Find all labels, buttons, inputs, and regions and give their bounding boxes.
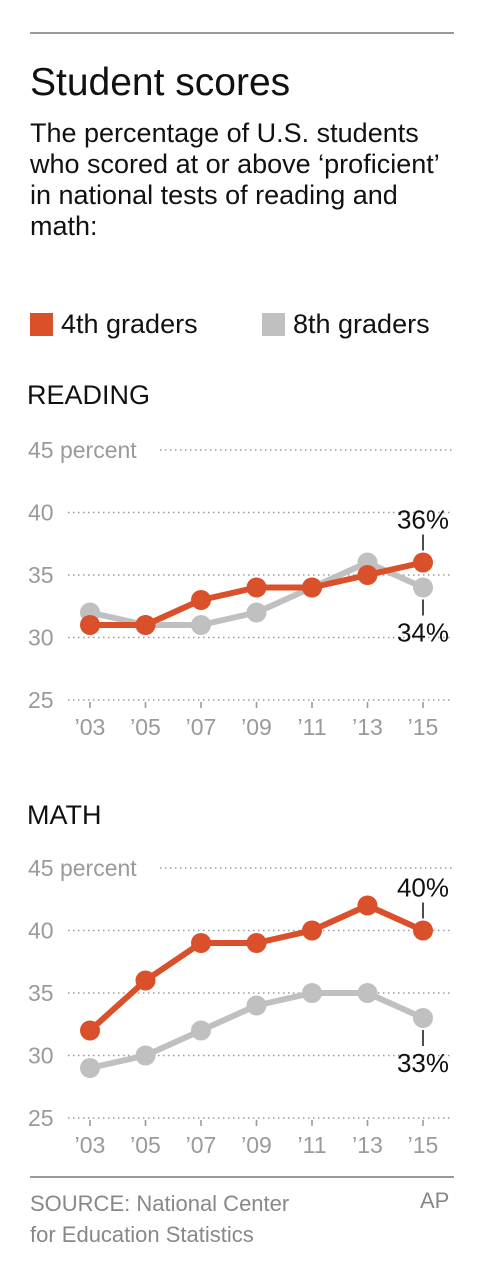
math-point-4th-graders <box>246 933 267 953</box>
math-point-4th-graders <box>302 920 322 941</box>
math-y-tick-label: 35 <box>28 980 54 1006</box>
math-point-8th-graders <box>246 995 267 1016</box>
reading-point-4th-graders <box>80 615 100 635</box>
math-point-8th-graders <box>135 1045 156 1066</box>
page-subtitle: The percentage of U.S. students who scor… <box>30 118 439 241</box>
reading-x-tick-label: ’03 <box>75 714 106 740</box>
reading-point-4th-graders <box>413 552 433 573</box>
math-point-8th-graders <box>191 1020 211 1041</box>
reading-annotation-bottom: 34% <box>397 618 449 648</box>
reading-point-4th-graders <box>246 577 267 598</box>
math-point-8th-graders <box>413 1008 433 1028</box>
reading-x-tick-label: ’09 <box>241 714 272 740</box>
math-point-8th-graders <box>80 1058 100 1078</box>
math-y-tick-label: 45 percent <box>28 855 137 881</box>
math-x-tick-label: ’09 <box>241 1132 272 1158</box>
legend-4th-graders: 4th graders <box>30 308 198 340</box>
reading-point-8th-graders <box>191 615 211 635</box>
math-x-tick-label: ’05 <box>130 1132 161 1158</box>
source-line-1: SOURCE: National Center <box>30 1191 290 1216</box>
math-y-tick-label: 30 <box>28 1043 54 1069</box>
math-x-tick-label: ’07 <box>186 1132 217 1158</box>
reading-x-tick-label: ’15 <box>408 714 439 740</box>
reading-point-4th-graders <box>191 590 211 610</box>
reading-x-tick-label: ’05 <box>130 714 161 740</box>
reading-x-tick-label: ’11 <box>298 714 327 740</box>
reading-y-tick-label: 30 <box>28 625 54 651</box>
reading-y-tick-label: 35 <box>28 562 54 588</box>
math-point-4th-graders <box>191 933 211 953</box>
legend-8th-graders: 8th graders <box>262 308 430 340</box>
math-x-tick-label: ’11 <box>298 1132 327 1158</box>
math-chart: 45 percent 40 35 30 25 ’03 ’05 ’07 ’09 ’11 ’13 ’15 4… <box>28 855 452 1158</box>
math-x-tick-label: ’15 <box>408 1132 439 1158</box>
source-note: SOURCE: National Center for Education St… <box>30 1188 289 1250</box>
math-point-4th-graders <box>80 1020 100 1041</box>
math-y-tick-label: 40 <box>28 918 54 944</box>
credit: AP <box>420 1188 450 1213</box>
reading-chart: 45 percent 40 35 30 25 ’03 ’05 ’07 ’09 ’11 ’13 ’15 3… <box>28 437 452 740</box>
math-annotation-top: 40% <box>397 873 449 903</box>
reading-point-4th-graders <box>302 577 322 598</box>
math-x-tick-label: ’13 <box>352 1132 383 1158</box>
reading-y-tick-label: 40 <box>28 500 54 526</box>
math-point-4th-graders <box>357 895 378 916</box>
reading-point-8th-graders <box>246 602 267 623</box>
bottom-rule <box>30 1176 454 1178</box>
legend-label-4th-graders: 4th graders <box>61 308 198 339</box>
math-point-4th-graders <box>135 970 156 991</box>
math-x-tick-label: ’03 <box>75 1132 106 1158</box>
page-title: Student scores <box>30 61 291 104</box>
legend-swatch-4th-graders <box>30 312 53 336</box>
reading-y-tick-label: 25 <box>28 687 54 713</box>
reading-x-tick-label: ’13 <box>352 714 383 740</box>
math-point-8th-graders <box>357 983 378 1003</box>
source-line-2: for Education Statistics <box>30 1222 254 1247</box>
reading-annotation-top: 36% <box>397 505 449 535</box>
math-annotation-bottom: 33% <box>397 1048 449 1078</box>
reading-x-tick-label: ’07 <box>186 714 217 740</box>
math-point-4th-graders <box>413 920 433 941</box>
legend-swatch-8th-graders <box>262 312 285 336</box>
reading-point-4th-graders <box>357 565 378 585</box>
math-point-8th-graders <box>302 983 322 1003</box>
math-y-tick-label: 25 <box>28 1105 54 1131</box>
reading-point-8th-graders <box>413 577 433 598</box>
legend-label-8th-graders: 8th graders <box>293 308 430 339</box>
reading-chart-title: READING <box>27 380 151 410</box>
math-chart-title: MATH <box>27 800 102 830</box>
reading-point-4th-graders <box>135 615 156 635</box>
top-rule <box>30 32 454 34</box>
reading-y-tick-label: 45 percent <box>28 437 137 463</box>
